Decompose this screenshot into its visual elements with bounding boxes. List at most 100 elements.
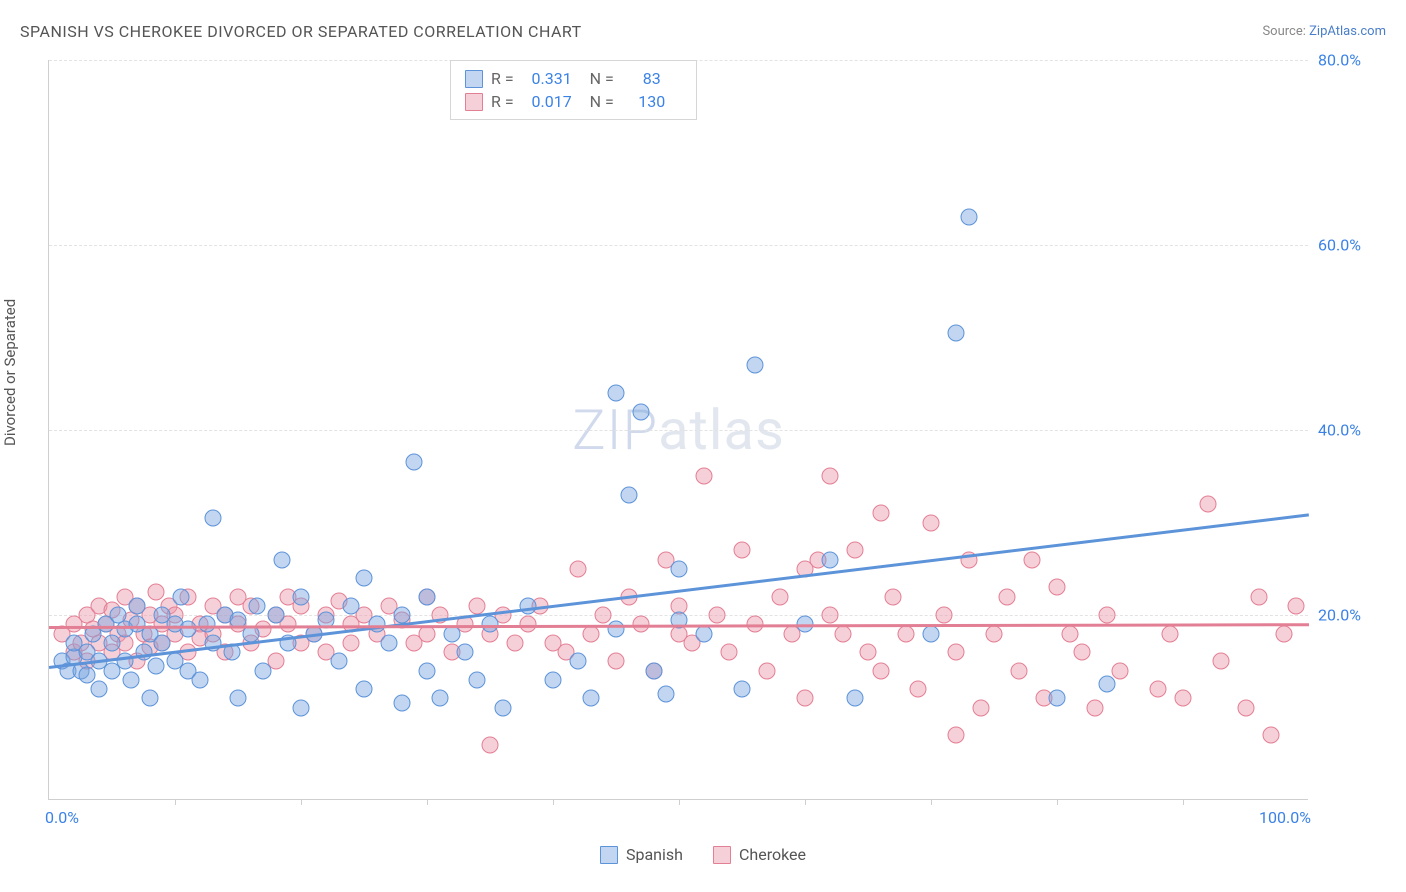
x-tick-label: 0.0%: [45, 808, 79, 827]
scatter-point: [148, 657, 165, 674]
scatter-point: [482, 736, 499, 753]
scatter-point: [419, 662, 436, 679]
scatter-point: [885, 588, 902, 605]
scatter-point: [1288, 597, 1305, 614]
scatter-point: [519, 597, 536, 614]
scatter-point: [633, 403, 650, 420]
y-tick-label: 40.0%: [1318, 421, 1388, 440]
scatter-point: [948, 324, 965, 341]
legend-item: Spanish: [600, 845, 683, 864]
scatter-point: [293, 699, 310, 716]
scatter-point: [1275, 625, 1292, 642]
scatter-point: [721, 644, 738, 661]
scatter-point: [267, 607, 284, 624]
x-tick-mark: [805, 799, 806, 805]
scatter-point: [910, 681, 927, 698]
scatter-point: [671, 560, 688, 577]
scatter-point: [356, 681, 373, 698]
scatter-point: [129, 597, 146, 614]
scatter-point: [368, 616, 385, 633]
legend-swatch: [713, 846, 731, 864]
scatter-point: [173, 588, 190, 605]
series-legend: Spanish Cherokee: [600, 845, 806, 864]
scatter-point: [274, 551, 291, 568]
scatter-plot-area: ZIPatlas 20.0%40.0%60.0%80.0%0.0%100.0%: [48, 60, 1308, 800]
scatter-point: [141, 690, 158, 707]
scatter-point: [230, 690, 247, 707]
scatter-point: [293, 588, 310, 605]
legend-r-label: R =: [491, 92, 514, 111]
legend-n-value: 83: [622, 69, 682, 88]
scatter-point: [1250, 588, 1267, 605]
scatter-point: [570, 560, 587, 577]
scatter-point: [1149, 681, 1166, 698]
scatter-point: [431, 690, 448, 707]
scatter-point: [948, 727, 965, 744]
scatter-point: [1011, 662, 1028, 679]
legend-n-label: N =: [590, 92, 614, 111]
scatter-point: [393, 607, 410, 624]
scatter-point: [406, 454, 423, 471]
scatter-point: [771, 588, 788, 605]
x-tick-mark: [1183, 799, 1184, 805]
scatter-point: [192, 671, 209, 688]
y-tick-label: 60.0%: [1318, 236, 1388, 255]
legend-row: R =0.331N =83: [465, 67, 682, 90]
scatter-point: [1086, 699, 1103, 716]
legend-r-value: 0.331: [522, 69, 582, 88]
scatter-point: [847, 542, 864, 559]
legend-row: R = 0.017 N = 130: [465, 90, 682, 113]
scatter-point: [393, 694, 410, 711]
scatter-point: [960, 209, 977, 226]
scatter-point: [897, 625, 914, 642]
scatter-point: [734, 681, 751, 698]
legend-r-value: 0.017: [522, 92, 582, 111]
y-tick-label: 20.0%: [1318, 606, 1388, 625]
y-axis-title: Divorced or Separated: [1, 299, 19, 446]
scatter-point: [1238, 699, 1255, 716]
scatter-point: [973, 699, 990, 716]
x-tick-mark: [301, 799, 302, 805]
legend-swatch: [465, 70, 483, 88]
scatter-point: [582, 625, 599, 642]
scatter-point: [1099, 607, 1116, 624]
scatter-point: [658, 685, 675, 702]
scatter-point: [608, 620, 625, 637]
scatter-point: [822, 468, 839, 485]
scatter-point: [204, 509, 221, 526]
scatter-point: [122, 671, 139, 688]
scatter-point: [923, 514, 940, 531]
scatter-point: [746, 357, 763, 374]
legend-swatch: [600, 846, 618, 864]
scatter-point: [986, 625, 1003, 642]
scatter-point: [923, 625, 940, 642]
scatter-point: [582, 690, 599, 707]
scatter-point: [248, 597, 265, 614]
scatter-point: [608, 385, 625, 402]
scatter-point: [759, 662, 776, 679]
scatter-point: [1049, 690, 1066, 707]
scatter-point: [608, 653, 625, 670]
scatter-point: [620, 486, 637, 503]
legend-item: Cherokee: [713, 845, 806, 864]
scatter-point: [179, 620, 196, 637]
source-link[interactable]: ZipAtlas.com: [1309, 24, 1386, 39]
scatter-point: [872, 662, 889, 679]
scatter-point: [734, 542, 751, 559]
scatter-point: [1074, 644, 1091, 661]
scatter-point: [696, 625, 713, 642]
x-tick-mark: [427, 799, 428, 805]
scatter-point: [1099, 676, 1116, 693]
scatter-point: [570, 653, 587, 670]
legend-swatch: [465, 93, 483, 111]
scatter-point: [78, 667, 95, 684]
scatter-point: [1263, 727, 1280, 744]
scatter-point: [645, 662, 662, 679]
x-tick-mark: [1057, 799, 1058, 805]
x-tick-label: 100.0%: [1259, 808, 1311, 827]
scatter-point: [330, 653, 347, 670]
legend-n-value: 130: [622, 92, 682, 111]
scatter-point: [1162, 625, 1179, 642]
scatter-point: [356, 570, 373, 587]
scatter-point: [135, 644, 152, 661]
